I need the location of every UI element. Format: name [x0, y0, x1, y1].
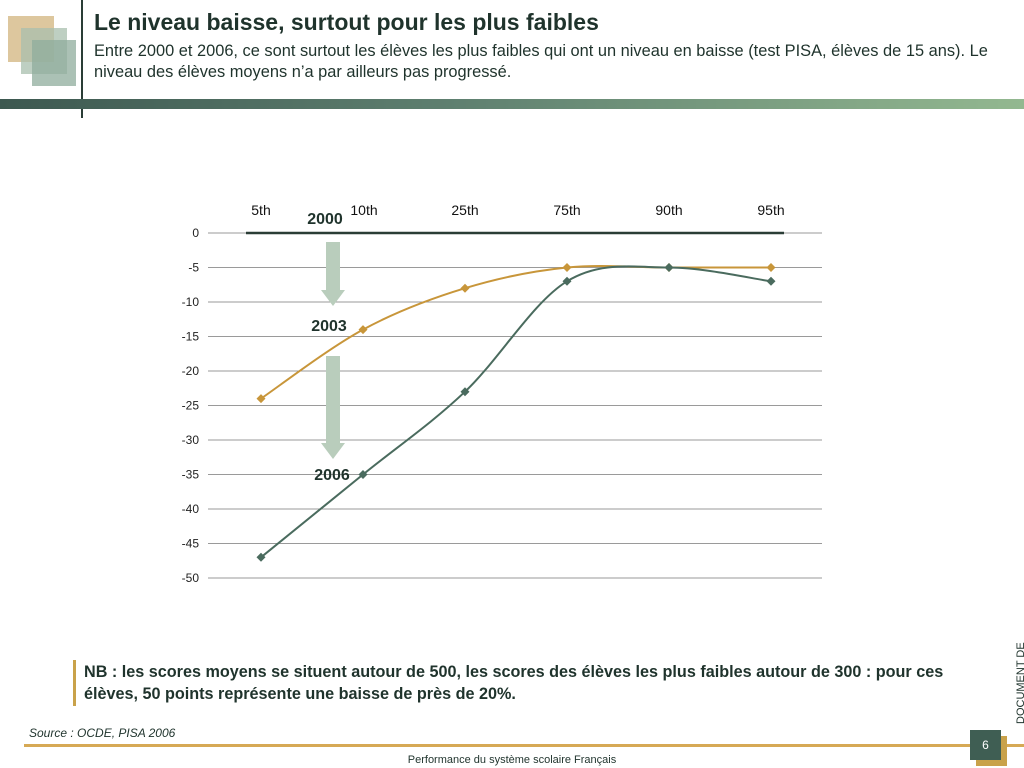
note-prefix: NB [84, 663, 108, 681]
x-tick-label: 25th [451, 202, 478, 218]
y-tick-label: -20 [182, 364, 200, 378]
page-title: Le niveau baisse, surtout pour les plus … [94, 9, 599, 35]
x-tick-label: 90th [655, 202, 682, 218]
data-point [358, 325, 368, 335]
data-point [766, 276, 776, 286]
x-tick-label: 75th [553, 202, 580, 218]
note: NB : les scores moyens se situent autour… [84, 661, 964, 705]
logo-square-front [32, 40, 76, 86]
y-tick-label: -50 [182, 571, 200, 585]
y-tick-label: -25 [182, 399, 200, 413]
header-divider [81, 0, 83, 118]
y-tick-label: -40 [182, 502, 200, 516]
source-citation: Source : OCDE, PISA 2006 [29, 726, 176, 740]
data-point [460, 387, 470, 397]
y-tick-label: -5 [188, 261, 199, 275]
x-tick-label: 10th [350, 202, 377, 218]
header-bar [0, 99, 1024, 109]
footer-bar [24, 744, 1024, 747]
page-subtitle: Entre 2000 et 2006, ce sont surtout les … [94, 42, 988, 81]
y-tick-label: -30 [182, 433, 200, 447]
score-change-chart: 0 -5 -10 -15 -20 -25 -30 -35 -40 -45 -50 5th 10th 25t… [182, 202, 822, 585]
year-label-2000: 2000 [307, 211, 343, 228]
x-tick-label: 5th [251, 202, 270, 218]
data-point [562, 263, 572, 272]
data-point [460, 283, 470, 293]
side-label: DOCUMENT DE [1015, 642, 1024, 724]
note-text: : les scores moyens se situent autour de… [84, 663, 944, 703]
data-point [562, 276, 572, 286]
data-point [664, 263, 674, 272]
data-point [358, 470, 368, 479]
data-point [766, 263, 776, 272]
y-tick-label: 0 [192, 226, 199, 240]
x-tick-label: 95th [757, 202, 784, 218]
series-line-2 [260, 265, 772, 559]
data-point [256, 552, 266, 562]
y-tick-label: -45 [182, 537, 200, 551]
page-number: 6 [970, 730, 1001, 760]
y-tick-label: -35 [182, 468, 200, 482]
y-tick-label: -15 [182, 330, 200, 344]
note-marker [73, 660, 76, 706]
year-label-2003: 2003 [311, 318, 347, 335]
data-point [256, 394, 266, 404]
year-label-2006: 2006 [314, 467, 350, 484]
arrow-2000-2003 [321, 242, 345, 306]
arrow-2003-2006 [321, 356, 345, 459]
logo [0, 0, 90, 100]
y-tick-label: -10 [182, 295, 200, 309]
footer-text: Performance du système scolaire Français [407, 754, 617, 766]
